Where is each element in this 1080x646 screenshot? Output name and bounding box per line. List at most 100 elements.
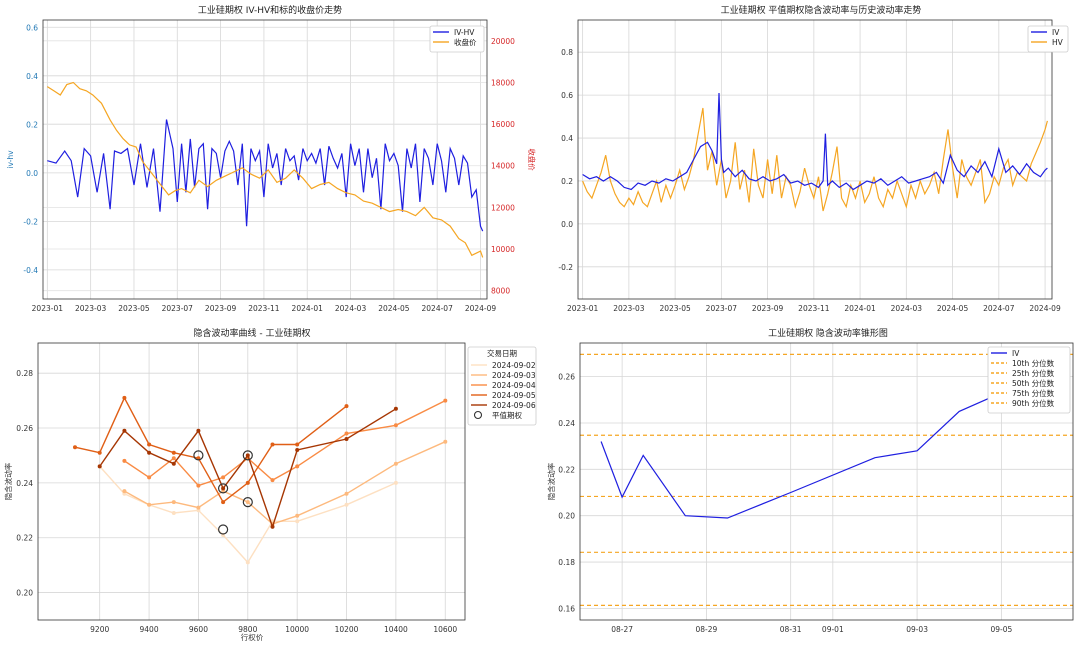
x-tick-label: 2023-07: [706, 304, 738, 313]
plot-frame: [579, 342, 1074, 621]
x-tick-label: 2023-01: [567, 304, 599, 313]
smile-point: [295, 513, 300, 518]
y-tick-label: 0.4: [26, 72, 38, 81]
y-tick-label: 0.6: [561, 91, 573, 100]
y-tick-label: 0.26: [558, 373, 575, 382]
y2-tick-label: 10000: [491, 245, 515, 254]
legend-label: 2024-09-04: [492, 381, 536, 390]
atm-marker: [242, 497, 253, 508]
y2-tick-label: 20000: [491, 37, 515, 46]
smile-point: [270, 442, 275, 447]
smile-point: [171, 500, 176, 505]
smile-line-2024-09-05: [74, 396, 347, 504]
legend-label: IV: [1012, 349, 1020, 358]
x-tick-label: 2023-03: [613, 304, 645, 313]
legend-label: 2024-09-02: [492, 361, 536, 370]
series-line-close: [46, 81, 484, 258]
smile-point: [122, 428, 127, 433]
x-tick-label: 2023-01: [32, 304, 64, 313]
smile-point: [147, 502, 152, 507]
y-tick-label: 0.4: [561, 134, 573, 143]
smile-point: [122, 395, 127, 400]
y-axis-label: 隐含波动率: [3, 462, 13, 500]
x-tick-label: 9400: [140, 625, 159, 634]
x-tick-label: 10600: [433, 625, 457, 634]
smile-point: [245, 453, 250, 458]
legend-title: 交易日期: [487, 348, 517, 358]
smile-point: [122, 458, 127, 463]
y-tick-label: 0.24: [16, 479, 33, 488]
smile-point: [171, 461, 176, 466]
legend-box: [987, 346, 1071, 414]
smile-point: [443, 439, 448, 444]
x-tick-label: 2024-01: [844, 304, 876, 313]
smile-point: [393, 480, 398, 485]
y2-axis-label: 收盘价: [527, 148, 537, 171]
smile-point: [196, 428, 201, 433]
smile-point: [344, 431, 349, 436]
smile-point: [245, 500, 250, 505]
smile-point: [270, 524, 275, 529]
y-tick-label: 0.2: [561, 177, 573, 186]
chart-iv-hv-close: 工业硅期权 IV-HV和标的收盘价走势 2023-01 2023-03 2023-05…: [6, 4, 537, 313]
smile-point: [393, 406, 398, 411]
x-tick-label: 2024-05: [937, 304, 969, 313]
smile-point: [122, 489, 127, 494]
y-tick-label: 0.28: [16, 369, 33, 378]
y-axis-label: 隐含波动率: [546, 462, 556, 500]
smile-line-2024-09-04: [124, 399, 446, 487]
y-tick-label: 0.18: [558, 558, 575, 567]
smile-point: [73, 445, 77, 450]
smile-point: [443, 398, 448, 403]
legend-label: 10th 分位数: [1012, 358, 1055, 368]
y-tick-label: 0.22: [16, 534, 33, 543]
legend-label: 50th 分位数: [1012, 378, 1055, 388]
smile-point: [171, 456, 176, 461]
chart-title: 工业硅期权 平值期权隐含波动率与历史波动率走势: [721, 4, 922, 16]
smile-point: [344, 404, 349, 409]
y-tick-label: 0.20: [558, 512, 575, 521]
smile-point: [245, 480, 250, 485]
legend-label: 平值期权: [492, 410, 522, 420]
smile-point: [344, 437, 349, 441]
plot-frame: [37, 342, 466, 621]
series-line-iv: [600, 392, 1002, 519]
smile-point: [97, 450, 102, 455]
x-tick-label: 9800: [238, 625, 257, 634]
x-tick-label: 2023-05: [659, 304, 691, 313]
smile-point: [147, 475, 152, 480]
x-tick-label: 2023-11: [798, 304, 830, 313]
y2-tick-label: 14000: [491, 162, 515, 171]
smile-point: [221, 486, 226, 491]
x-tick-label: 2024-09: [1029, 304, 1061, 313]
smile-point: [295, 442, 300, 447]
series-line-iv: [582, 92, 1048, 191]
y-tick-label: 0.16: [558, 604, 575, 613]
smile-point: [147, 442, 152, 447]
x-tick-label: 9200: [90, 625, 109, 634]
x-tick-label: 2024-07: [422, 304, 454, 313]
smile-point: [171, 450, 176, 455]
x-tick-label: 09-05: [990, 625, 1012, 634]
x-tick-label: 2024-09: [465, 304, 497, 313]
legend-label: IV-HV: [454, 28, 475, 37]
smile-point: [196, 483, 201, 488]
x-tick-label: 2024-05: [378, 304, 410, 313]
y-tick-label: 0.8: [561, 48, 573, 57]
x-tick-label: 2023-09: [752, 304, 784, 313]
y-tick-label: -0.2: [558, 263, 573, 272]
plot-frame: [42, 19, 488, 300]
chart-title: 工业硅期权 IV-HV和标的收盘价走势: [198, 4, 342, 16]
smile-point: [171, 511, 176, 515]
atm-marker: [218, 483, 229, 494]
x-tick-label: 10200: [335, 625, 359, 634]
x-tick-label: 2024-03: [891, 304, 923, 313]
smile-point: [393, 423, 398, 428]
smile-point: [221, 500, 226, 505]
legend-label: 2024-09-06: [492, 401, 536, 410]
smile-point: [295, 519, 300, 524]
x-tick-label: 2023-11: [248, 304, 280, 313]
smile-point: [344, 502, 349, 507]
legend-label: HV: [1052, 38, 1064, 47]
